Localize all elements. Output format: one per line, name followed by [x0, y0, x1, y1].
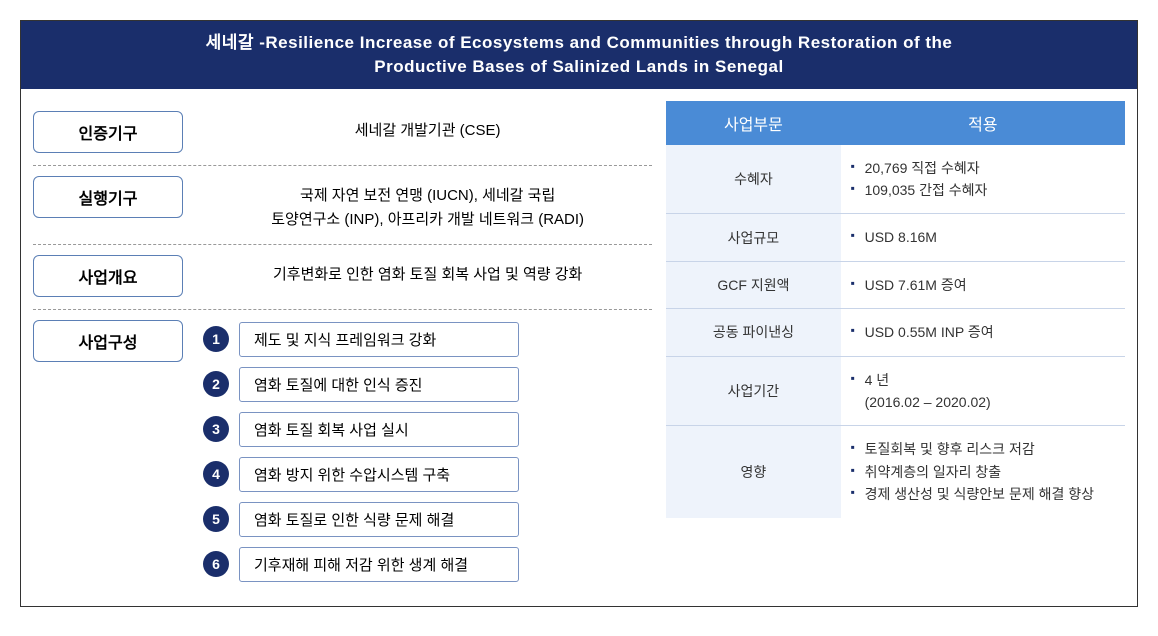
project-card: 세네갈 -Resilience Increase of Ecosystems a…	[20, 20, 1138, 607]
list-item: USD 0.55M INP 증여	[851, 321, 1115, 343]
card-header: 세네갈 -Resilience Increase of Ecosystems a…	[21, 21, 1137, 89]
th-apply: 적용	[841, 101, 1125, 145]
row-accredited-entity: 인증기구 세네갈 개발기관 (CSE)	[33, 101, 652, 166]
list-item: 4 년 (2016.02 – 2020.02)	[851, 369, 1115, 414]
num-circle: 5	[203, 506, 229, 532]
row-executing-entity: 실행기구 국제 자연 보전 연맹 (IUCN), 세네갈 국립 토양연구소 (I…	[33, 166, 652, 245]
list-item: USD 7.61M 증여	[851, 274, 1115, 296]
cell-apply: USD 0.55M INP 증여	[841, 309, 1125, 356]
component-text: 염화 토질에 대한 인식 증진	[239, 367, 519, 402]
component-item: 3 염화 토질 회복 사업 실시	[203, 412, 652, 447]
label-overview: 사업개요	[33, 255, 183, 297]
table-row: 영향 토질회복 및 향후 리스크 저감 취약계층의 일자리 창출 경제 생산성 …	[666, 426, 1125, 518]
cell-sector: 수혜자	[666, 145, 840, 214]
table-row: 공동 파이낸싱 USD 0.55M INP 증여	[666, 309, 1125, 356]
list-item: 경제 생산성 및 식량안보 문제 해결 향상	[851, 483, 1115, 505]
value-executing: 국제 자연 보전 연맹 (IUCN), 세네갈 국립 토양연구소 (INP), …	[203, 176, 652, 232]
right-panel: 사업부문 적용 수혜자 20,769 직접 수혜자 109,035 간접 수혜자	[666, 101, 1125, 594]
component-item: 2 염화 토질에 대한 인식 증진	[203, 367, 652, 402]
cell-sector: 영향	[666, 426, 840, 518]
header-title-line2: Productive Bases of Salinized Lands in S…	[41, 55, 1117, 79]
component-text: 기후재해 피해 저감 위한 생계 해결	[239, 547, 519, 582]
num-circle: 3	[203, 416, 229, 442]
components-list: 1 제도 및 지식 프레임워크 강화 2 염화 토질에 대한 인식 증진 3 염…	[203, 320, 652, 582]
header-title-line1: 세네갈 -Resilience Increase of Ecosystems a…	[41, 31, 1117, 55]
table-row: 사업기간 4 년 (2016.02 – 2020.02)	[666, 356, 1125, 426]
label-components: 사업구성	[33, 320, 183, 362]
summary-tbody: 수혜자 20,769 직접 수혜자 109,035 간접 수혜자 사업규모 US…	[666, 145, 1125, 518]
cell-apply: 20,769 직접 수혜자 109,035 간접 수혜자	[841, 145, 1125, 214]
cell-sector: 사업기간	[666, 356, 840, 426]
num-circle: 1	[203, 326, 229, 352]
list-item: USD 8.16M	[851, 226, 1115, 248]
num-circle: 4	[203, 461, 229, 487]
component-text: 제도 및 지식 프레임워크 강화	[239, 322, 519, 357]
table-row: GCF 지원액 USD 7.61M 증여	[666, 261, 1125, 308]
row-components: 사업구성 1 제도 및 지식 프레임워크 강화 2 염화 토질에 대한 인식 증…	[33, 310, 652, 594]
num-circle: 6	[203, 551, 229, 577]
list-item: 토질회복 및 향후 리스크 저감	[851, 438, 1115, 460]
num-circle: 2	[203, 371, 229, 397]
table-row: 사업규모 USD 8.16M	[666, 214, 1125, 261]
cell-sector: 공동 파이낸싱	[666, 309, 840, 356]
list-item: 취약계층의 일자리 창출	[851, 461, 1115, 483]
list-item: 109,035 간접 수혜자	[851, 179, 1115, 201]
label-accredited: 인증기구	[33, 111, 183, 153]
component-item: 5 염화 토질로 인한 식량 문제 해결	[203, 502, 652, 537]
list-item: 20,769 직접 수혜자	[851, 157, 1115, 179]
cell-sector: 사업규모	[666, 214, 840, 261]
table-row: 수혜자 20,769 직접 수혜자 109,035 간접 수혜자	[666, 145, 1125, 214]
cell-apply: 4 년 (2016.02 – 2020.02)	[841, 356, 1125, 426]
component-item: 4 염화 방지 위한 수압시스템 구축	[203, 457, 652, 492]
value-overview: 기후변화로 인한 염화 토질 회복 사업 및 역량 강화	[203, 255, 652, 287]
value-accredited: 세네갈 개발기관 (CSE)	[203, 111, 652, 143]
cell-sector: GCF 지원액	[666, 261, 840, 308]
cell-apply: 토질회복 및 향후 리스크 저감 취약계층의 일자리 창출 경제 생산성 및 식…	[841, 426, 1125, 518]
cell-apply: USD 7.61M 증여	[841, 261, 1125, 308]
left-panel: 인증기구 세네갈 개발기관 (CSE) 실행기구 국제 자연 보전 연맹 (IU…	[33, 101, 652, 594]
cell-apply: USD 8.16M	[841, 214, 1125, 261]
row-overview: 사업개요 기후변화로 인한 염화 토질 회복 사업 및 역량 강화	[33, 245, 652, 310]
component-text: 염화 토질 회복 사업 실시	[239, 412, 519, 447]
component-text: 염화 토질로 인한 식량 문제 해결	[239, 502, 519, 537]
label-executing: 실행기구	[33, 176, 183, 218]
summary-table: 사업부문 적용 수혜자 20,769 직접 수혜자 109,035 간접 수혜자	[666, 101, 1125, 518]
component-item: 1 제도 및 지식 프레임워크 강화	[203, 322, 652, 357]
th-sector: 사업부문	[666, 101, 840, 145]
card-body: 인증기구 세네갈 개발기관 (CSE) 실행기구 국제 자연 보전 연맹 (IU…	[21, 89, 1137, 606]
component-item: 6 기후재해 피해 저감 위한 생계 해결	[203, 547, 652, 582]
component-text: 염화 방지 위한 수압시스템 구축	[239, 457, 519, 492]
